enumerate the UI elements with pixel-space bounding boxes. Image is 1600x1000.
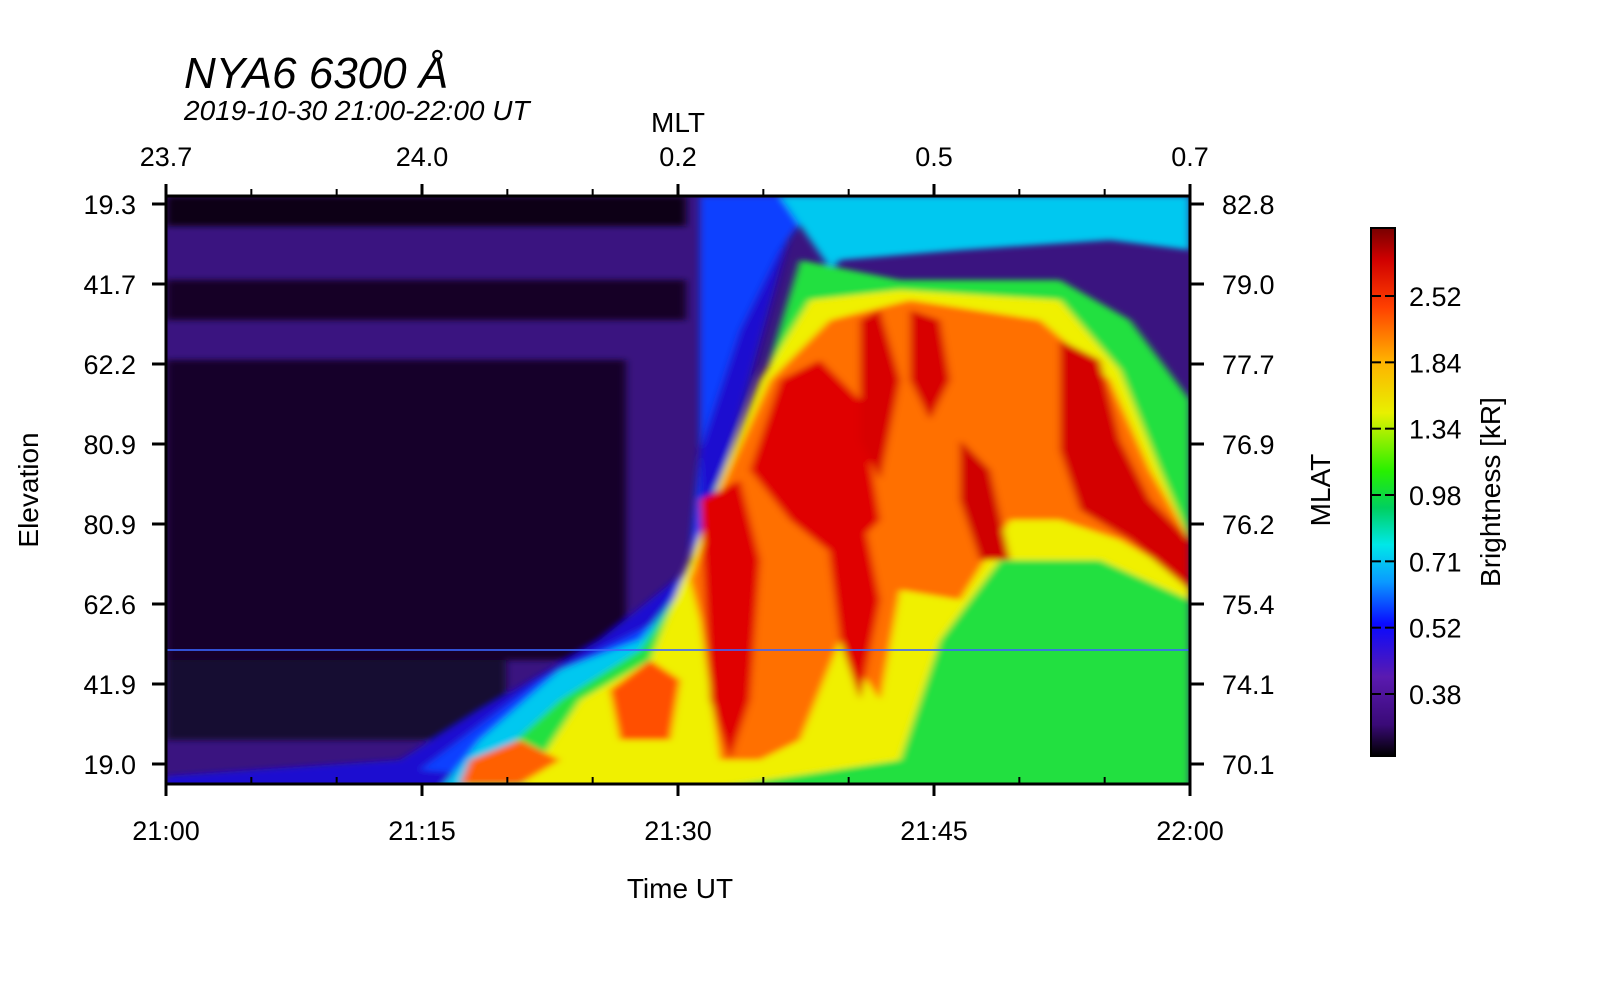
colorbar-tick-label: 2.52 xyxy=(1409,282,1462,312)
colorbar-tick-label: 0.98 xyxy=(1409,481,1462,511)
y-left-tick-label: 41.9 xyxy=(83,670,136,700)
y-right-tick-label: 77.7 xyxy=(1222,350,1275,380)
colorbar xyxy=(1370,227,1396,757)
x-tick-label: 21:30 xyxy=(644,816,712,846)
x-tick-label: 21:15 xyxy=(388,816,456,846)
chart-title: NYA6 6300 Å xyxy=(184,49,448,98)
y-right-tick-label: 75.4 xyxy=(1222,590,1275,620)
y-left-tick-label: 62.2 xyxy=(83,350,136,380)
y-right-tick-label: 70.1 xyxy=(1222,750,1275,780)
colorbar-tick-label: 0.71 xyxy=(1409,547,1462,577)
x-tick-label: 21:45 xyxy=(900,816,968,846)
top-tick-label: 24.0 xyxy=(396,142,449,172)
colorbar-label: Brightness [kR] xyxy=(1475,397,1506,587)
top-tick-label: 23.7 xyxy=(140,142,193,172)
top-tick-label: 0.7 xyxy=(1171,142,1209,172)
x-tick-label: 22:00 xyxy=(1156,816,1224,846)
colorbar-tick-label: 1.34 xyxy=(1409,415,1462,445)
y-right-tick-label: 74.1 xyxy=(1222,670,1275,700)
y-left-tick-label: 80.9 xyxy=(83,510,136,540)
colorbar-tick-label: 0.38 xyxy=(1409,680,1462,710)
y-left-tick-label: 41.7 xyxy=(83,270,136,300)
top-tick-label: 0.5 xyxy=(915,142,953,172)
x-axis-label: Time UT xyxy=(627,873,733,904)
y-right-tick-label: 76.9 xyxy=(1222,430,1275,460)
y-right-tick-label: 82.8 xyxy=(1222,190,1275,220)
y-right-tick-label: 76.2 xyxy=(1222,510,1275,540)
y-left-tick-label: 19.0 xyxy=(83,750,136,780)
y-left-tick-label: 19.3 xyxy=(83,190,136,220)
top-axis-label: MLT xyxy=(651,107,705,138)
colorbar-tick-label: 1.84 xyxy=(1409,348,1462,378)
heatmap-area xyxy=(166,196,1190,784)
y-left-tick-label: 62.6 xyxy=(83,590,136,620)
chart-subtitle: 2019-10-30 21:00-22:00 UT xyxy=(183,95,531,126)
y-left-tick-label: 80.9 xyxy=(83,430,136,460)
y-right-tick-label: 79.0 xyxy=(1222,270,1275,300)
colorbar-tick-label: 0.52 xyxy=(1409,614,1462,644)
y-axis-label: Elevation xyxy=(13,432,44,547)
right-axis-label: MLAT xyxy=(1305,454,1336,527)
x-tick-label: 21:00 xyxy=(132,816,200,846)
top-tick-label: 0.2 xyxy=(659,142,697,172)
